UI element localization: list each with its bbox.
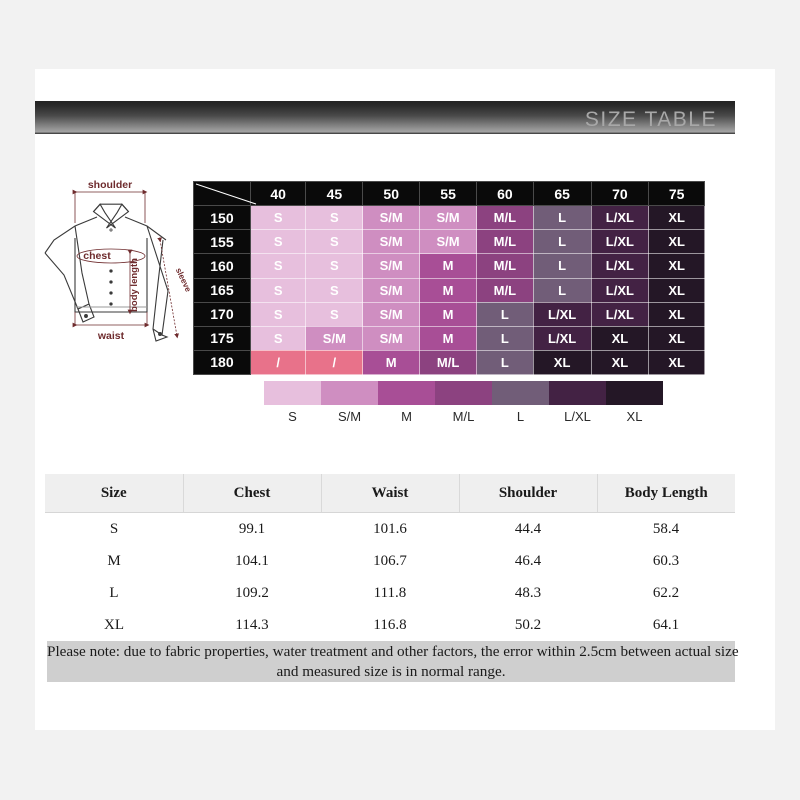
svg-text:shoulder: shoulder: [88, 179, 132, 191]
svg-text:sleeve: sleeve: [174, 266, 194, 294]
svg-text:chest: chest: [83, 250, 111, 262]
svg-text:waist: waist: [97, 330, 125, 342]
svg-text:body length: body length: [129, 258, 140, 312]
